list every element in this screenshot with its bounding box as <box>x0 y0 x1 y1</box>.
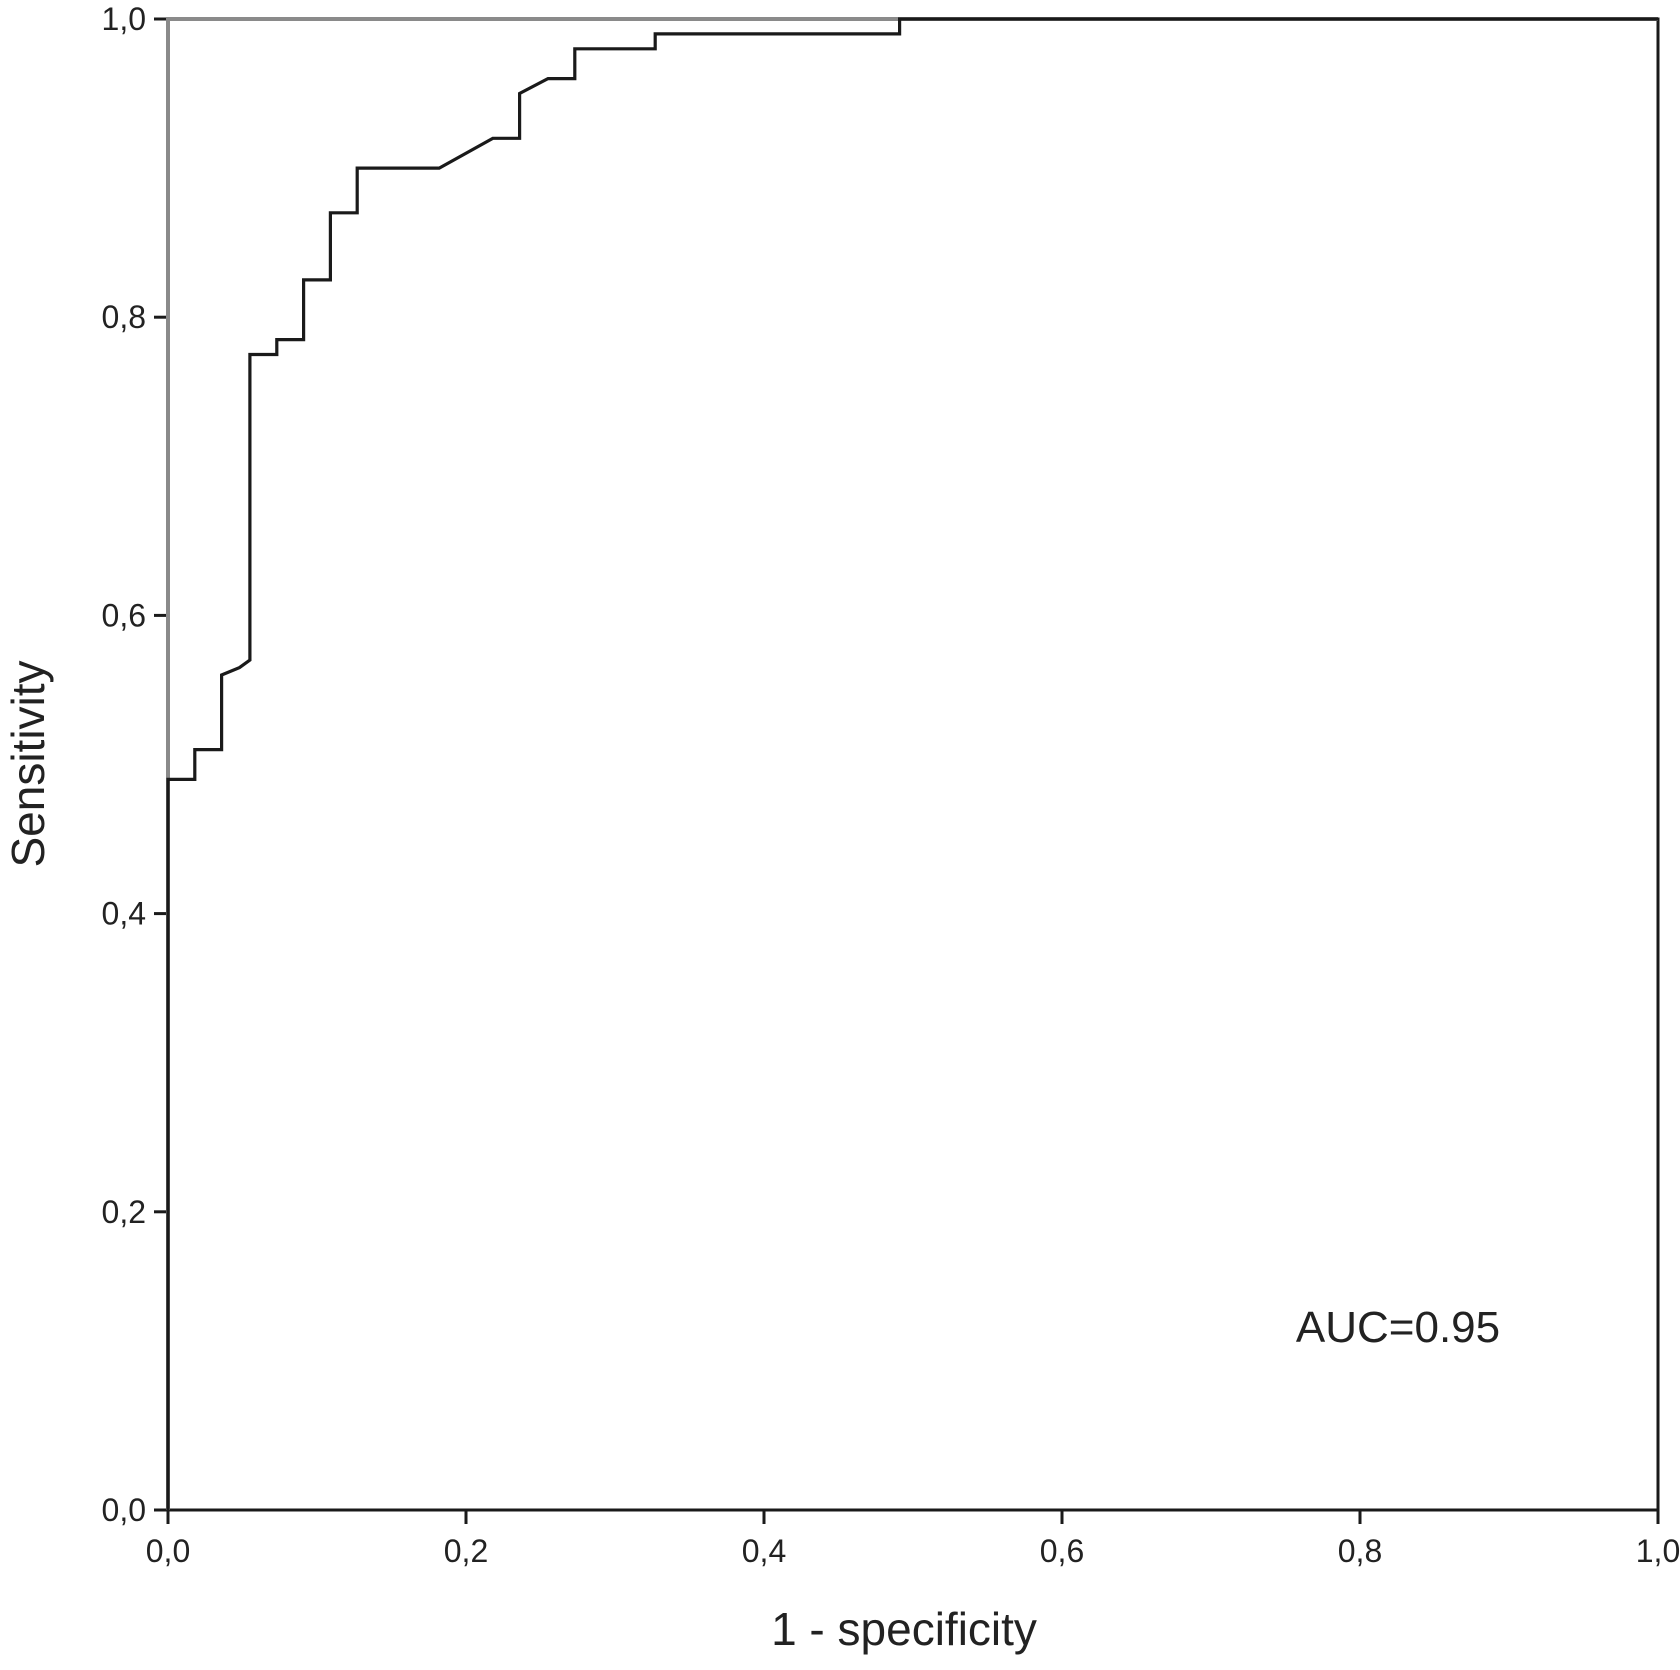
x-tick-label: 1,0 <box>1636 1533 1680 1569</box>
x-axis-title: 1 - specificity <box>771 1603 1037 1655</box>
y-axis-ticks: 0,0 0,2 0,4 0,6 0,8 1,0 <box>102 1 168 1528</box>
plot-frame <box>166 17 1660 1512</box>
x-tick-label: 0,2 <box>444 1533 488 1569</box>
y-tick-label: 0,0 <box>102 1492 146 1528</box>
auc-annotation: AUC=0.95 <box>1296 1303 1500 1352</box>
x-axis-ticks: 0,0 0,2 0,4 0,6 0,8 1,0 <box>146 1510 1680 1569</box>
reference-line <box>166 17 1658 1510</box>
y-tick-label: 0,2 <box>102 1194 146 1230</box>
roc-curve-line <box>166 17 1658 1510</box>
x-tick-label: 0,6 <box>1040 1533 1084 1569</box>
y-tick-label: 0,8 <box>102 299 146 335</box>
x-tick-label: 0,4 <box>742 1533 786 1569</box>
y-axis-title: Sensitivity <box>2 660 54 867</box>
y-tick-label: 1,0 <box>102 1 146 37</box>
series-layer <box>166 17 1658 1510</box>
y-tick-label: 0,4 <box>102 896 146 932</box>
y-tick-label: 0,6 <box>102 597 146 633</box>
x-tick-label: 0,0 <box>146 1533 190 1569</box>
plot-area <box>166 17 1660 1512</box>
x-tick-label: 0,8 <box>1338 1533 1382 1569</box>
